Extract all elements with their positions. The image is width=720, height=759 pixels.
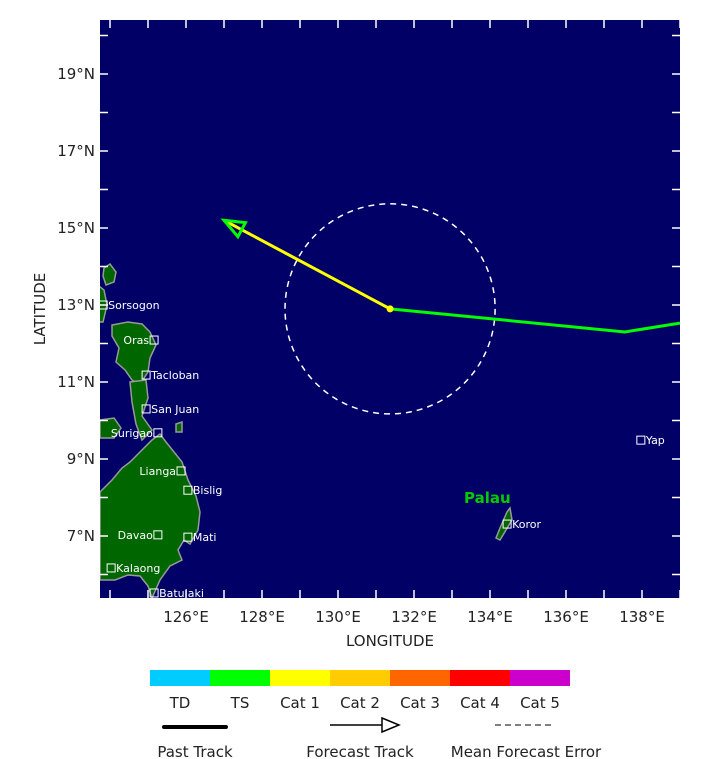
legend-category-label: Cat 1 (280, 694, 320, 712)
city-label: Sorsogon (108, 299, 159, 312)
city-marker (636, 435, 646, 445)
legend-color-swatch (390, 670, 450, 686)
land-masses (100, 262, 513, 598)
y-axis-label: LATITUDE (31, 273, 49, 346)
lat-tick-label: 19°N (57, 65, 95, 83)
legend-mean-error-label: Mean Forecast Error (451, 743, 602, 759)
lon-tick-label: 130°E (315, 608, 361, 626)
legend-category-label: Cat 4 (460, 694, 500, 712)
city-marker (149, 335, 159, 345)
forecast-arrowhead (220, 218, 248, 240)
x-axis-label: LONGITUDE (346, 632, 434, 650)
lon-tick-label: 132°E (391, 608, 437, 626)
city-marker (106, 563, 116, 573)
city-marker (183, 485, 193, 495)
city-marker (502, 519, 512, 529)
legend-category-label: Cat 5 (520, 694, 560, 712)
map-ticks (100, 20, 681, 598)
lon-tick-label: 138°E (619, 608, 665, 626)
legend-forecast-arrow (330, 716, 401, 734)
current-position-marker (386, 305, 394, 313)
region-label-palau: Palau (464, 489, 511, 507)
island (175, 420, 183, 433)
legend-color-swatch (450, 670, 510, 686)
cities: Sorsogon Oras Tacloban San Juan Surigao Liang… (100, 299, 665, 600)
city-marker (183, 532, 193, 542)
storm-tracks (220, 203, 680, 415)
forecast-track-line (223, 218, 391, 311)
lat-tick-label: 17°N (57, 142, 95, 160)
city-label: Lianga (139, 465, 176, 478)
legend-color-swatch (510, 670, 570, 686)
city-marker (153, 530, 163, 540)
lat-tick-label: 7°N (67, 527, 95, 545)
city-label: San Juan (151, 403, 199, 416)
leyte-island (129, 379, 153, 442)
lon-tick-label: 136°E (543, 608, 589, 626)
island (100, 417, 122, 439)
legend-color-swatch (210, 670, 270, 686)
lat-tick-label: 11°N (57, 373, 95, 391)
legend-category-label: TS (230, 694, 250, 712)
lon-tick-label: 126°E (163, 608, 209, 626)
mean-forecast-error-circle (284, 203, 496, 415)
samar-island (111, 321, 157, 385)
city-label: Surigao (111, 427, 153, 440)
past-track-line (389, 307, 680, 334)
legend-category-label: TD (169, 694, 191, 712)
city-label: Batulaki (159, 587, 204, 600)
mindanao-island (100, 432, 201, 598)
lat-tick-label: 9°N (67, 450, 95, 468)
city-label: Bislig (193, 484, 222, 497)
legend-forecast-track-label: Forecast Track (306, 743, 414, 759)
legend-color-swatch (330, 670, 390, 686)
legend: TD TS Cat 1 Cat 2 Cat 3 Cat 4 Cat 5 (150, 670, 570, 712)
city-marker (149, 588, 159, 598)
city-label: Koror (512, 518, 541, 531)
city-label: Yap (645, 434, 665, 447)
legend-category-label: Cat 3 (400, 694, 440, 712)
city-label: Oras (123, 334, 149, 347)
lon-tick-label: 128°E (239, 608, 285, 626)
lon-tick-label: 134°E (467, 608, 513, 626)
city-label: Davao (118, 529, 153, 542)
lat-tick-label: 13°N (57, 296, 95, 314)
lat-tick-label: 15°N (57, 219, 95, 237)
legend-past-track-label: Past Track (157, 743, 233, 759)
city-label: Kalaong (116, 562, 160, 575)
city-marker (153, 428, 163, 438)
legend-color-swatch (150, 670, 210, 686)
legend-category-label: Cat 2 (340, 694, 380, 712)
city-marker (176, 466, 186, 476)
city-marker (100, 300, 108, 310)
city-label: Tacloban (150, 369, 199, 382)
tick-labels: 19°N 17°N 15°N 13°N 11°N 9°N 7°N 126°E 128°E 130°… (57, 65, 665, 626)
palau-islands (495, 506, 513, 541)
legend-color-swatch (270, 670, 330, 686)
city-label: Mati (193, 531, 217, 544)
island (102, 262, 117, 286)
city-marker (141, 370, 151, 380)
city-marker (141, 404, 151, 414)
